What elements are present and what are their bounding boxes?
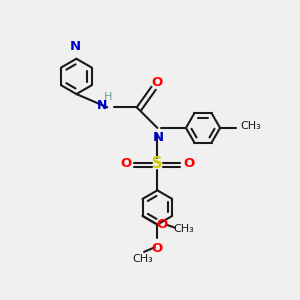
Text: S: S xyxy=(152,156,163,171)
Text: N: N xyxy=(69,40,80,53)
Text: CH₃: CH₃ xyxy=(173,224,194,234)
Text: O: O xyxy=(184,157,195,170)
Text: O: O xyxy=(120,157,131,170)
Text: CH₃: CH₃ xyxy=(241,122,261,131)
Text: H: H xyxy=(104,92,112,102)
Text: N: N xyxy=(97,99,107,112)
Text: O: O xyxy=(156,218,167,231)
Text: O: O xyxy=(152,242,163,255)
Text: O: O xyxy=(151,76,162,89)
Text: N: N xyxy=(153,131,164,144)
Text: CH₃: CH₃ xyxy=(132,254,153,264)
